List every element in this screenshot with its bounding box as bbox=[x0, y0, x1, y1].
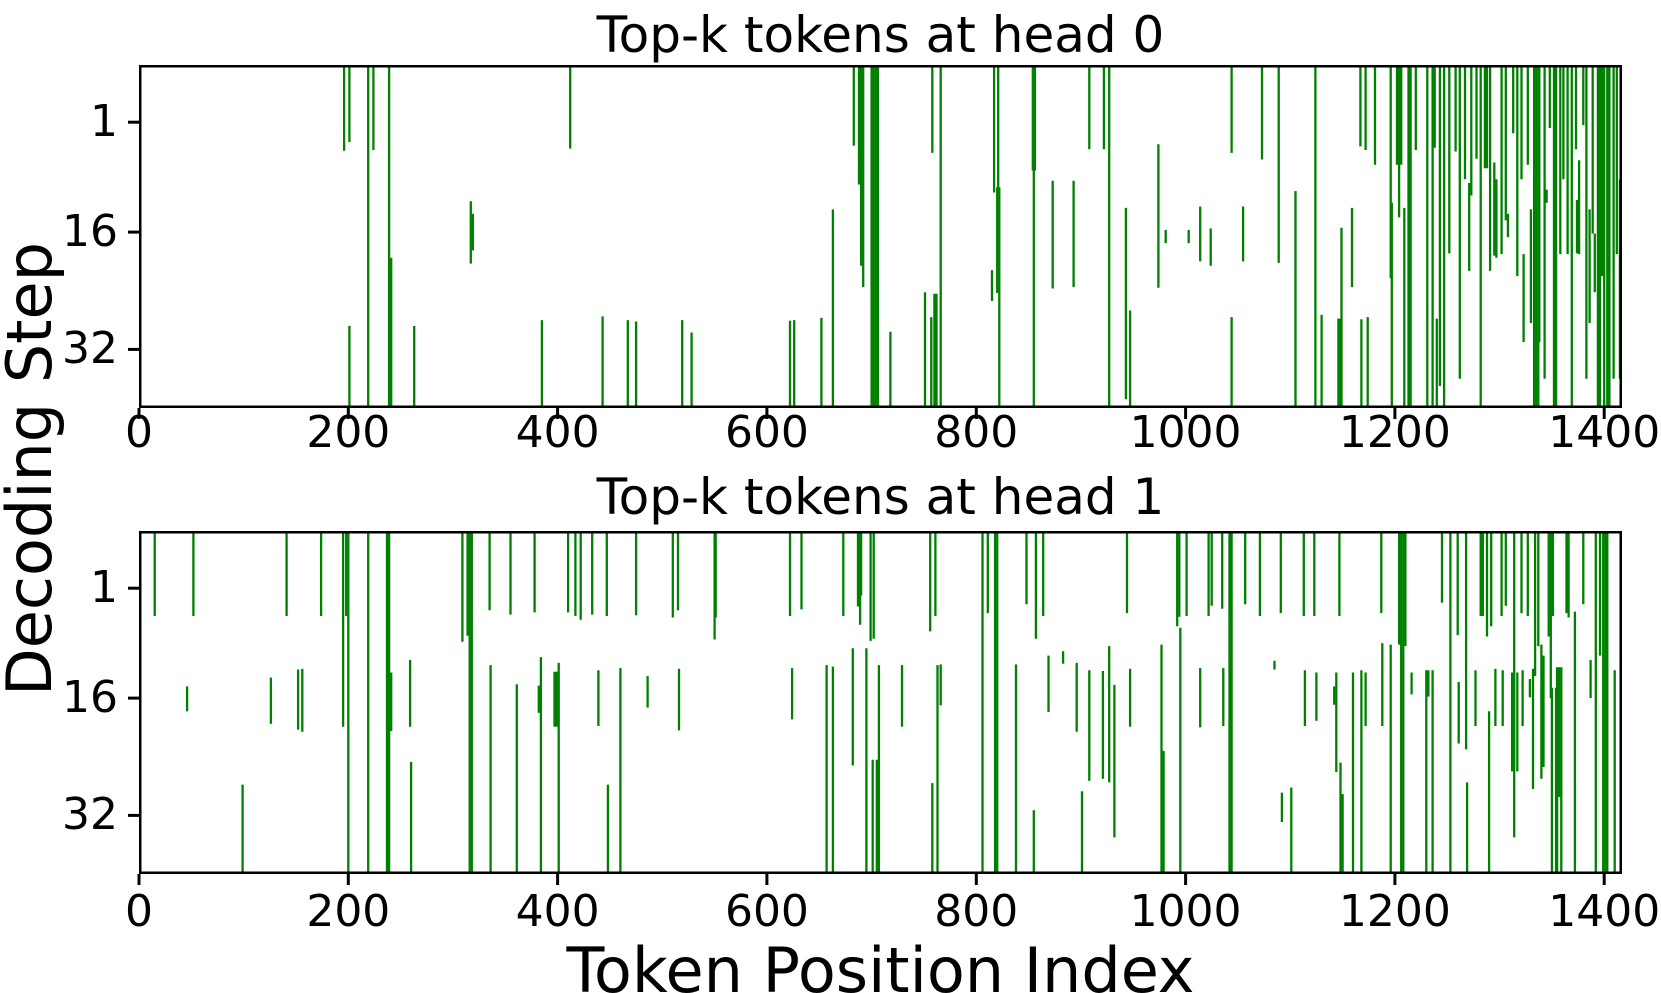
y-tick-label: 1 bbox=[90, 96, 118, 148]
plot-border bbox=[139, 65, 1622, 408]
event-segments-group bbox=[139, 65, 1622, 408]
x-tick-label: 1200 bbox=[1338, 886, 1451, 937]
subplot-title-head0: Top-k tokens at head 0 bbox=[596, 6, 1165, 64]
x-tick-label: 800 bbox=[934, 407, 1019, 458]
x-tick-label: 1000 bbox=[1129, 886, 1242, 937]
x-tick-label: 0 bbox=[125, 886, 153, 937]
y-tick-label: 32 bbox=[62, 789, 118, 841]
x-tick-label: 1200 bbox=[1338, 407, 1451, 458]
x-tick-label: 400 bbox=[515, 407, 600, 458]
x-tick-label: 400 bbox=[515, 886, 600, 937]
y-tick-label: 32 bbox=[62, 323, 118, 375]
y-tick-label: 1 bbox=[90, 562, 118, 614]
plot-border bbox=[139, 531, 1622, 874]
x-tick-label: 200 bbox=[306, 407, 391, 458]
y-tick-label: 16 bbox=[62, 206, 118, 258]
event-segments-group bbox=[139, 531, 1616, 874]
x-tick-label: 600 bbox=[724, 886, 809, 937]
x-tick-label: 1400 bbox=[1548, 407, 1661, 458]
x-tick-label: 1400 bbox=[1548, 886, 1661, 937]
x-tick-label: 800 bbox=[934, 886, 1019, 937]
x-tick-label: 600 bbox=[724, 407, 809, 458]
plot-area-head1 bbox=[128, 531, 1622, 885]
x-tick-label: 1000 bbox=[1129, 407, 1242, 458]
y-axis-label: Decoding Step bbox=[0, 242, 66, 697]
x-tick-label: 0 bbox=[125, 407, 153, 458]
x-axis-label: Token Position Index bbox=[566, 934, 1195, 993]
x-tick-label: 200 bbox=[306, 886, 391, 937]
subplot-title-head1: Top-k tokens at head 1 bbox=[596, 468, 1165, 526]
y-tick-label: 16 bbox=[62, 672, 118, 724]
plot-area-head0 bbox=[128, 65, 1622, 419]
